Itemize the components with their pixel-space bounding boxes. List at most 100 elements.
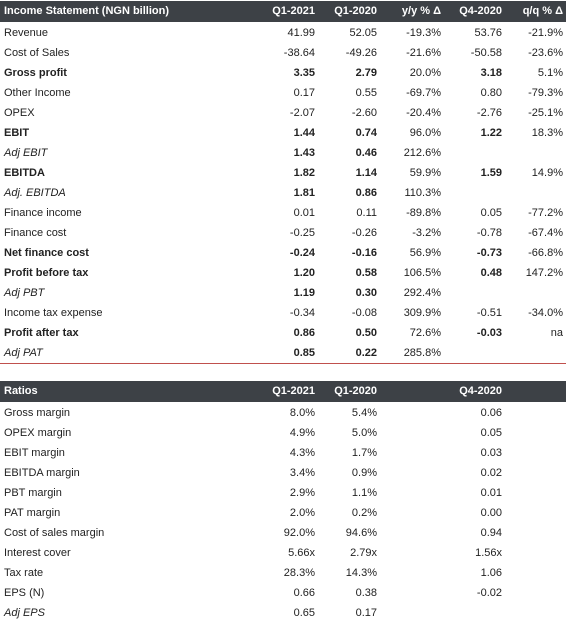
cell-value: 0.65 (293, 607, 315, 619)
header-cell: Q1-2021 (272, 5, 315, 17)
cell-value: 0.55 (355, 87, 377, 99)
cell-value: 14.3% (345, 567, 377, 579)
row-label: OPEX margin (4, 427, 72, 439)
cell-value: 0.38 (355, 587, 377, 599)
cell-value: 147.2% (525, 267, 563, 279)
cell-value: 41.99 (287, 27, 315, 39)
cell-value: 4.9% (289, 427, 315, 439)
row-label: EBITDA margin (4, 467, 80, 479)
cell-value: -38.64 (283, 47, 315, 59)
cell-value: 56.9% (409, 247, 441, 259)
cell-value: 1.82 (293, 167, 315, 179)
header-cell: Income Statement (NGN billion) (4, 5, 170, 17)
cell-value: 94.6% (345, 527, 377, 539)
cell-value: 1.44 (293, 127, 315, 139)
cell-value: 0.86 (293, 327, 315, 339)
row-label: Adj. EBITDA (4, 187, 66, 199)
cell-value: -79.3% (528, 87, 563, 99)
cell-value: -77.2% (528, 207, 563, 219)
cell-value: -0.26 (351, 227, 377, 239)
row-label: Adj PAT (4, 347, 43, 359)
cell-value: 3.18 (480, 67, 502, 79)
cell-value: -0.73 (476, 247, 502, 259)
cell-value: 0.2% (351, 507, 377, 519)
cell-value: 2.79 (355, 67, 377, 79)
cell-value: -89.8% (406, 207, 441, 219)
cell-value: 1.06 (480, 567, 502, 579)
cell-value: -0.78 (476, 227, 502, 239)
row-label: Profit before tax (4, 267, 89, 279)
cell-value: 292.4% (403, 287, 441, 299)
row-label: Finance income (4, 207, 82, 219)
cell-value: 0.22 (355, 347, 377, 359)
row-label: EBIT margin (4, 447, 65, 459)
cell-value: 3.4% (289, 467, 315, 479)
cell-value: 0.01 (480, 487, 502, 499)
row-label: Other Income (4, 87, 71, 99)
header-cell: Q4-2020 (459, 385, 502, 397)
row-label: Gross margin (4, 407, 71, 419)
header-row (0, 1, 566, 22)
cell-value: 0.48 (480, 267, 502, 279)
cell-value: 2.0% (289, 507, 315, 519)
header-cell: Q4-2020 (459, 5, 502, 17)
row-label: PBT margin (4, 487, 62, 499)
cell-value: -2.60 (351, 107, 377, 119)
cell-value: -66.8% (528, 247, 563, 259)
cell-value: 2.9% (289, 487, 315, 499)
cell-value: 0.50 (355, 327, 377, 339)
cell-value: 1.59 (480, 167, 502, 179)
cell-value: -0.24 (289, 247, 315, 259)
cell-value: 5.4% (351, 407, 377, 419)
row-label: Revenue (4, 27, 49, 39)
header-cell: Q1-2021 (272, 385, 315, 397)
row-label: Net finance cost (4, 247, 89, 259)
cell-value: 72.6% (409, 327, 441, 339)
row-label: Cost of Sales (4, 47, 70, 59)
row-label: EBIT (4, 127, 30, 139)
row-label: Adj PBT (4, 287, 45, 299)
cell-value: -0.02 (476, 587, 502, 599)
cell-value: 20.0% (409, 67, 441, 79)
cell-value: 285.8% (403, 347, 441, 359)
cell-value: 14.9% (531, 167, 563, 179)
row-label: Income tax expense (4, 307, 103, 319)
cell-value: 3.35 (293, 67, 315, 79)
cell-value: 0.17 (293, 87, 315, 99)
cell-value: 0.66 (293, 587, 315, 599)
cell-value: 1.14 (355, 167, 377, 179)
cell-value: 8.0% (289, 407, 315, 419)
cell-value: 5.1% (537, 67, 563, 79)
row-label: Tax rate (4, 567, 44, 579)
cell-value: 5.66x (288, 547, 315, 559)
cell-value: -34.0% (528, 307, 563, 319)
cell-value: 110.3% (404, 187, 442, 199)
cell-value: -19.3% (406, 27, 441, 39)
cell-value: 2.79x (350, 547, 377, 559)
cell-value: 1.7% (351, 447, 377, 459)
cell-value: na (550, 327, 563, 339)
cell-value: 53.76 (474, 27, 502, 39)
cell-value: -49.26 (345, 47, 377, 59)
row-label: Finance cost (4, 227, 67, 239)
cell-value: 0.03 (480, 447, 502, 459)
cell-value: -0.03 (476, 327, 502, 339)
bottom-rule (0, 363, 566, 364)
cell-value: 0.9% (351, 467, 377, 479)
cell-value: 0.11 (356, 207, 377, 219)
cell-value: 0.85 (293, 347, 315, 359)
cell-value: -23.6% (528, 47, 563, 59)
header-cell: y/y % Δ (401, 5, 441, 17)
cell-value: 0.02 (480, 467, 502, 479)
cell-value: 1.19 (293, 287, 315, 299)
cell-value: 59.9% (409, 167, 441, 179)
cell-value: 1.43 (293, 147, 315, 159)
cell-value: -21.9% (528, 27, 563, 39)
cell-value: -3.2% (412, 227, 441, 239)
row-label: Interest cover (4, 547, 71, 559)
cell-value: 0.46 (355, 147, 377, 159)
cell-value: 0.06 (480, 407, 502, 419)
cell-value: 106.5% (403, 267, 441, 279)
row-label: PAT margin (4, 507, 61, 519)
